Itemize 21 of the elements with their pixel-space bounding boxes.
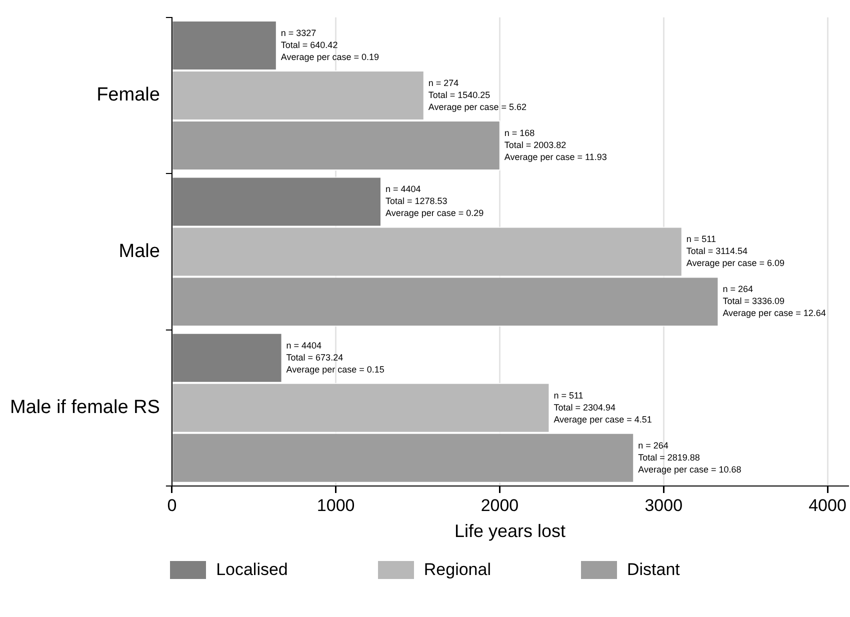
data-label: n = 511 Total = 3114.54 Average per case = 6.09 (686, 234, 785, 268)
data-label: n = 168 Total = 2003.82 Average per case = 11.93 (504, 128, 607, 162)
x-axis-title: Life years lost (454, 521, 566, 542)
data-label: n = 264 Total = 3336.09 Average per case = 12.64 (722, 284, 826, 318)
data-label: n = 4404 Total = 1278.53 Average per case = 0.29 (385, 184, 484, 218)
data-label: n = 4404 Total = 673.24 Average per case = 0.15 (286, 340, 384, 374)
y-tick-label: Male if female RS (10, 397, 160, 418)
data-label: n = 511 Total = 2304.94 Average per case = 4.51 (554, 390, 652, 424)
y-tick-label: Male (118, 240, 160, 262)
legend-label: Localised (216, 560, 288, 580)
data-label: n = 274 Total = 1540.25 Average per case = 5.62 (428, 78, 527, 112)
x-tick-label: 4000 (808, 496, 846, 515)
legend-label: Distant (627, 560, 680, 580)
x-tick-label: 0 (167, 496, 177, 515)
x-tick-label: 3000 (644, 496, 683, 515)
legend-label: Regional (424, 560, 491, 580)
data-label: n = 3327 Total = 640.42 Average per case = 0.19 (280, 28, 380, 62)
x-tick-label: 1000 (316, 496, 355, 515)
y-tick-label: Female (96, 84, 160, 106)
x-tick-label: 2000 (480, 496, 519, 515)
data-label: n = 264 Total = 2819.88 Average per case = 10.68 (638, 440, 742, 474)
